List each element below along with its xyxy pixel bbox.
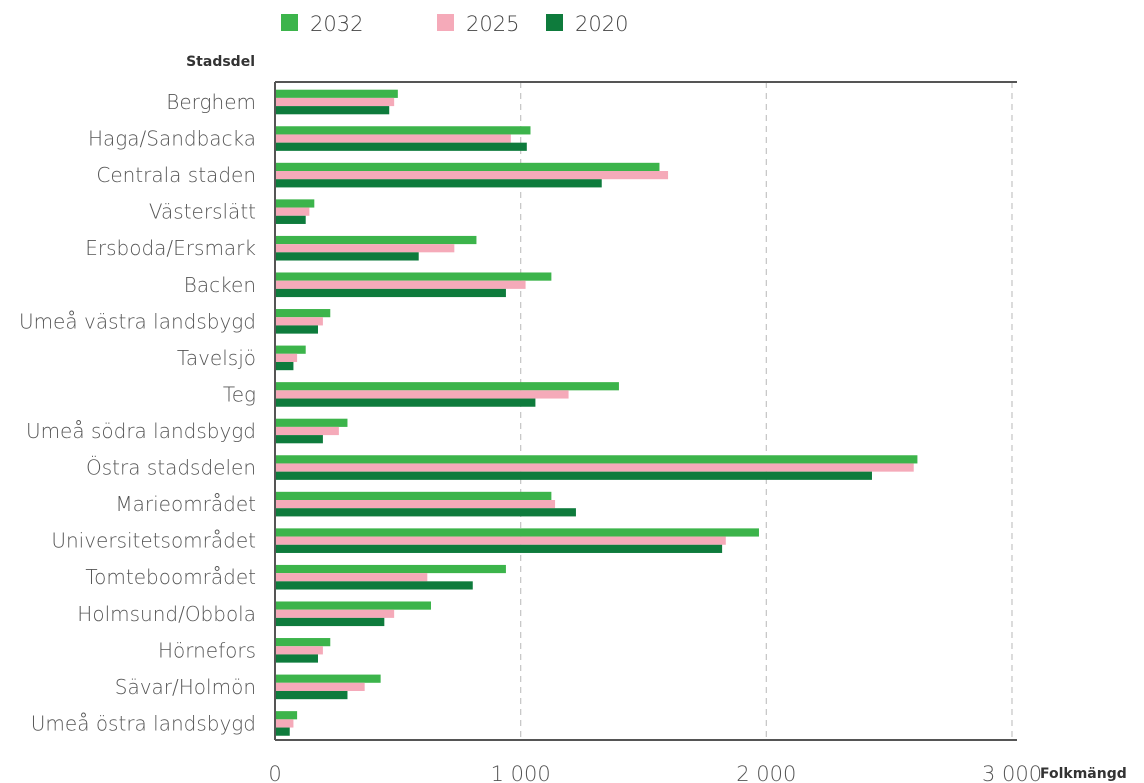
bar-2025-tomteboomradet: [275, 573, 428, 582]
bar-2032-vasterslatt: [275, 199, 315, 208]
bar-2020-universitetsomradet: [275, 544, 723, 553]
category-label: Sävar/Holmön: [115, 675, 256, 699]
x-tick-label: 2 000: [736, 762, 796, 783]
bar-2032-umea-ostra-landsbygd: [275, 711, 298, 720]
bar-2032-berghem: [275, 89, 398, 98]
bar-2025-ostra-stadsdelen: [275, 463, 914, 472]
bar-2025-tavelsjo: [275, 353, 298, 362]
bar-2020-backen: [275, 288, 506, 298]
bar-2025-ersboda-ersmark: [275, 244, 455, 253]
legend: 2032 2025 2020: [281, 12, 628, 36]
bar-2032-tavelsjo: [275, 345, 306, 354]
bar-2032-umea-sodra-landsbygd: [275, 418, 348, 427]
category-label: Ersboda/Ersmark: [85, 236, 256, 260]
bar-2020-umea-sodra-landsbygd: [275, 435, 323, 444]
bar-2025-berghem: [275, 97, 395, 107]
bar-2032-backen: [275, 272, 552, 281]
x-tick-label: 1 000: [491, 762, 551, 783]
bar-2020-umea-ostra-landsbygd: [275, 727, 290, 736]
category-label: Östra stadsdelen: [86, 456, 256, 480]
category-label: Tomteboområdet: [85, 565, 256, 589]
bars: [275, 89, 918, 736]
bar-2020-marieomradet: [275, 508, 576, 517]
legend-label-2032: 2032: [310, 12, 363, 36]
bar-2025-umea-sodra-landsbygd: [275, 426, 339, 436]
bar-2020-umea-vastra-landsbygd: [275, 325, 318, 334]
bar-2020-savar-holmon: [275, 690, 348, 700]
bar-2020-haga-sandbacka: [275, 142, 527, 151]
legend-label-2025: 2025: [466, 12, 519, 36]
bar-2032-marieomradet: [275, 491, 552, 501]
category-label: Hörnefors: [158, 638, 256, 662]
bar-2020-hornefors: [275, 654, 318, 663]
bar-2020-holmsund-obbola: [275, 617, 385, 627]
bar-2020-tavelsjo: [275, 361, 294, 371]
bar-2032-umea-vastra-landsbygd: [275, 309, 331, 318]
category-label: Berghem: [166, 90, 256, 114]
bar-2020-teg: [275, 398, 536, 407]
legend-swatch-2025: [437, 14, 454, 31]
x-tick-label: 3 000: [982, 762, 1042, 783]
category-label: Haga/Sandbacka: [88, 127, 256, 151]
bar-2020-centrala-staden: [275, 179, 602, 188]
y-axis-title: Stadsdel: [186, 54, 255, 70]
bar-2032-hornefors: [275, 638, 331, 647]
bar-2020-ostra-stadsdelen: [275, 471, 872, 480]
bar-2032-ersboda-ersmark: [275, 235, 477, 245]
category-labels: Berghem Haga/Sandbacka Centrala staden Väst…: [19, 90, 256, 735]
bar-2032-tomteboomradet: [275, 564, 506, 574]
category-label: Umeå södra landsbygd: [26, 419, 256, 443]
category-label: Umeå västra landsbygd: [19, 309, 256, 333]
bar-2032-ostra-stadsdelen: [275, 455, 918, 464]
category-label: Backen: [184, 273, 256, 297]
x-axis-title: Folkmängd: [1040, 766, 1127, 782]
category-label: Holmsund/Obbola: [77, 602, 256, 626]
bar-2025-teg: [275, 390, 569, 399]
category-label: Marieområdet: [115, 492, 256, 516]
bar-2020-berghem: [275, 106, 390, 115]
legend-label-2020: 2020: [575, 12, 628, 36]
bar-2025-umea-vastra-landsbygd: [275, 317, 323, 326]
bar-2032-haga-sandbacka: [275, 126, 531, 135]
legend-swatch-2032: [281, 14, 298, 31]
bar-2025-universitetsomradet: [275, 536, 726, 545]
bar-2025-marieomradet: [275, 500, 556, 509]
legend-swatch-2020: [546, 14, 563, 31]
bar-2025-holmsund-obbola: [275, 609, 395, 618]
category-label: Teg: [223, 382, 256, 406]
bar-2025-haga-sandbacka: [275, 134, 511, 143]
category-label: Umeå östra landsbygd: [31, 711, 256, 735]
x-tick-label: 0: [268, 762, 281, 783]
bar-2025-hornefors: [275, 646, 323, 655]
category-label: Tavelsjö: [177, 346, 256, 370]
bar-2020-vasterslatt: [275, 215, 306, 224]
category-label: Västerslätt: [149, 200, 256, 224]
bar-2025-vasterslatt: [275, 207, 310, 216]
bar-2020-tomteboomradet: [275, 581, 473, 590]
bar-2032-centrala-staden: [275, 162, 660, 172]
category-label: Universitetsområdet: [51, 529, 256, 553]
bar-2025-backen: [275, 280, 526, 289]
bar-2032-universitetsomradet: [275, 528, 759, 537]
bar-2032-teg: [275, 382, 619, 391]
bar-2025-centrala-staden: [275, 171, 669, 180]
bar-2032-holmsund-obbola: [275, 601, 431, 610]
tick-labels: 0 1 000 2 000 3 000: [268, 762, 1042, 783]
bar-2032-savar-holmon: [275, 674, 381, 683]
bar-2025-savar-holmon: [275, 682, 365, 691]
bar-2020-ersboda-ersmark: [275, 252, 419, 261]
category-label: Centrala staden: [96, 163, 256, 187]
bar-2025-umea-ostra-landsbygd: [275, 719, 294, 728]
